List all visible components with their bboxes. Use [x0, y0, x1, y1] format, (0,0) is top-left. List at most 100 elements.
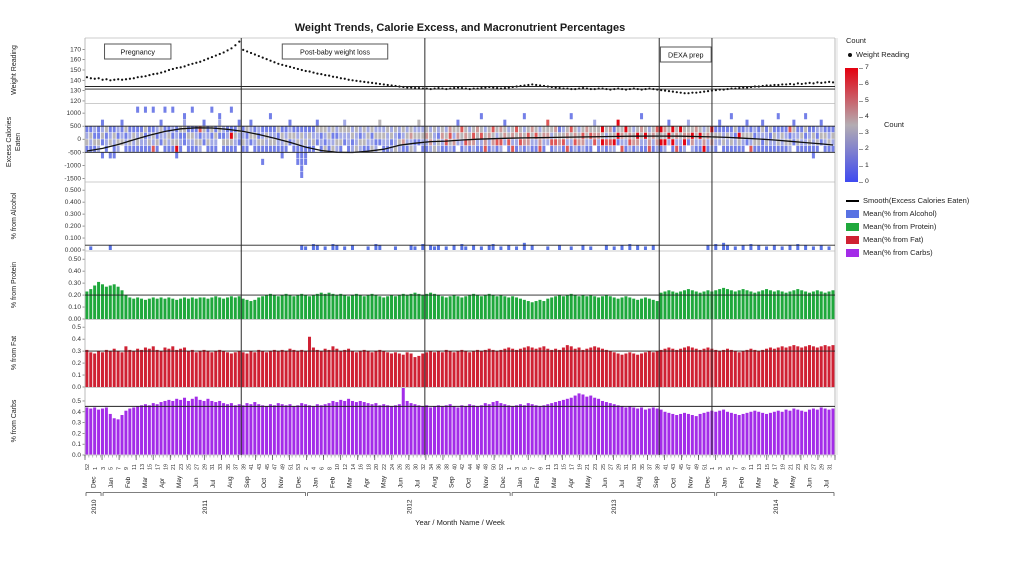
svg-text:May: May: [176, 475, 183, 488]
svg-text:3: 3: [515, 467, 521, 470]
svg-text:0.1: 0.1: [72, 372, 81, 379]
svg-text:2011: 2011: [202, 500, 209, 514]
svg-text:0.5: 0.5: [72, 398, 81, 405]
svg-text:Apr: Apr: [773, 477, 780, 488]
panel-marks[interactable]: [85, 40, 835, 455]
svg-text:36: 36: [437, 464, 443, 470]
legend-item-protein[interactable]: Mean(% from Protein): [846, 222, 936, 233]
gradient-tick-label: 3: [865, 129, 869, 137]
svg-text:Feb: Feb: [738, 476, 745, 488]
legend-count-title: Count: [846, 36, 867, 45]
svg-text:0.300: 0.300: [65, 211, 82, 218]
svg-text:Aug: Aug: [432, 476, 439, 488]
svg-text:500: 500: [70, 123, 81, 130]
svg-text:38: 38: [445, 464, 451, 470]
svg-text:21: 21: [788, 464, 794, 470]
svg-text:0.4: 0.4: [72, 409, 81, 416]
svg-text:Apr: Apr: [363, 477, 370, 488]
gradient-tick-label: 6: [865, 80, 869, 88]
svg-text:19: 19: [780, 464, 786, 470]
svg-text:Mar: Mar: [346, 476, 353, 488]
svg-text:0.40: 0.40: [68, 268, 81, 275]
gradient-tick-label: 1: [865, 161, 869, 169]
svg-text:140: 140: [70, 77, 81, 84]
svg-text:Nov: Nov: [278, 476, 285, 488]
gradient-tick-label: 5: [865, 96, 869, 104]
svg-text:7: 7: [530, 467, 536, 470]
svg-text:Post-baby weight loss: Post-baby weight loss: [300, 48, 370, 57]
svg-text:8: 8: [327, 467, 333, 470]
svg-text:13: 13: [140, 464, 146, 470]
svg-text:Sep: Sep: [449, 476, 456, 488]
svg-text:-1000: -1000: [64, 162, 81, 169]
svg-text:170: 170: [70, 46, 81, 53]
svg-text:12: 12: [343, 464, 349, 470]
svg-text:-1500: -1500: [64, 175, 81, 182]
svg-text:16: 16: [359, 464, 365, 470]
svg-text:7: 7: [734, 467, 740, 470]
svg-text:1: 1: [507, 467, 513, 470]
axis-label-excess-1: Excess Calories: [6, 116, 13, 167]
svg-text:2014: 2014: [773, 499, 780, 514]
svg-text:31: 31: [210, 464, 216, 470]
svg-text:46: 46: [476, 464, 482, 470]
svg-text:42: 42: [460, 464, 466, 470]
svg-text:29: 29: [202, 464, 208, 470]
svg-text:28: 28: [405, 464, 411, 470]
svg-text:19: 19: [163, 464, 169, 470]
legend-item-fat[interactable]: Mean(% from Fat): [846, 235, 923, 246]
svg-text:May: May: [790, 475, 797, 488]
svg-text:23: 23: [796, 464, 802, 470]
svg-text:Oct: Oct: [670, 478, 677, 488]
svg-text:20: 20: [374, 464, 380, 470]
svg-text:0.2: 0.2: [72, 430, 81, 437]
svg-text:5: 5: [109, 467, 115, 470]
legend-weight-item[interactable]: Weight Reading: [848, 50, 909, 59]
carbs-swatch-icon: [846, 249, 859, 258]
legend-item-alcohol[interactable]: Mean(% from Alcohol): [846, 209, 937, 220]
svg-text:120: 120: [70, 98, 81, 105]
legend-item-smooth[interactable]: Smooth(Excess Calories Eaten): [846, 196, 969, 207]
svg-text:48: 48: [484, 464, 490, 470]
svg-text:50: 50: [491, 464, 497, 470]
svg-text:51: 51: [288, 464, 294, 470]
svg-text:23: 23: [593, 464, 599, 470]
svg-text:-500: -500: [68, 149, 81, 156]
svg-text:0.3: 0.3: [72, 420, 81, 427]
svg-text:160: 160: [70, 57, 81, 64]
svg-text:17: 17: [773, 464, 779, 470]
axis-label-alcohol: % from Alcohol: [11, 192, 18, 239]
svg-text:17: 17: [155, 464, 161, 470]
svg-text:33: 33: [218, 464, 224, 470]
svg-text:27: 27: [609, 464, 615, 470]
chart-title: Weight Trends, Calorie Excess, and Macro…: [294, 22, 626, 34]
svg-text:41: 41: [663, 464, 669, 470]
annotation-boxes[interactable]: Pregnancy Post-baby weight loss DEXA prep: [104, 43, 712, 63]
svg-text:41: 41: [249, 464, 255, 470]
svg-text:Jun: Jun: [398, 477, 405, 488]
svg-text:0.00: 0.00: [68, 316, 81, 323]
svg-text:14: 14: [351, 464, 357, 470]
gradient-tick: [859, 165, 863, 167]
gradient-tick: [859, 149, 863, 151]
svg-text:0.0: 0.0: [72, 452, 81, 459]
svg-text:25: 25: [601, 464, 607, 470]
svg-text:Dec: Dec: [295, 476, 302, 488]
svg-text:49: 49: [695, 464, 701, 470]
svg-text:0.500: 0.500: [65, 187, 82, 194]
svg-text:11: 11: [132, 464, 138, 470]
svg-text:0.50: 0.50: [68, 256, 81, 263]
svg-text:Dec: Dec: [500, 476, 507, 488]
svg-text:11: 11: [546, 464, 552, 470]
legend-item-carbs[interactable]: Mean(% from Carbs): [846, 248, 933, 259]
svg-text:Oct: Oct: [261, 478, 268, 488]
svg-text:52: 52: [499, 464, 505, 470]
svg-text:May: May: [585, 475, 592, 488]
svg-text:40: 40: [452, 464, 458, 470]
svg-text:Jun: Jun: [193, 477, 200, 488]
svg-text:Nov: Nov: [483, 476, 490, 488]
svg-text:52: 52: [85, 464, 91, 470]
svg-text:31: 31: [624, 464, 630, 470]
fat-swatch-icon: [846, 236, 859, 245]
